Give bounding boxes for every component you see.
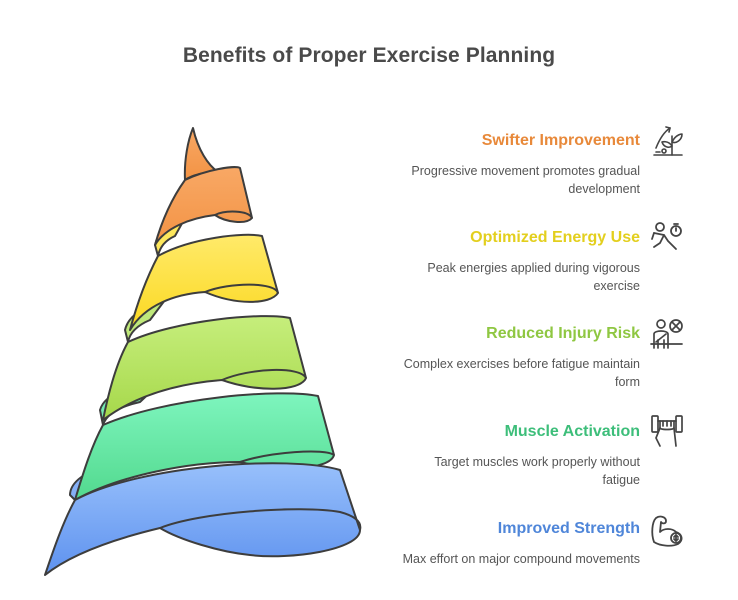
hand-dumbbell-icon: [648, 412, 686, 450]
level-swifter-improvement: Swifter Improvement Progressive movement…: [340, 131, 640, 198]
growth-plant-arrow-icon: [648, 122, 686, 160]
level-title: Optimized Energy Use: [470, 229, 640, 246]
level-optimized-energy-use: Optimized Energy Use Peak energies appli…: [340, 228, 640, 295]
level-title: Improved Strength: [497, 520, 640, 537]
level-description: Max effort on major compound movements: [402, 552, 640, 566]
level-title: Reduced Injury Risk: [486, 325, 640, 342]
runner-stopwatch-icon: [648, 219, 686, 257]
band-yellow: [129, 233, 279, 331]
band-blue: [44, 462, 361, 576]
flexed-arm-icon: [648, 512, 686, 550]
level-muscle-activation: Muscle Activation Target muscles work pr…: [340, 422, 640, 489]
level-description: Target muscles work properly without fat…: [434, 455, 640, 487]
level-title: Muscle Activation: [504, 423, 640, 440]
level-description: Complex exercises before fatigue maintai…: [403, 357, 640, 389]
level-title: Swifter Improvement: [481, 132, 640, 149]
band-lime-back: [124, 299, 166, 343]
page-title: Benefits of Proper Exercise Planning: [182, 44, 556, 67]
level-description: Progressive movement promotes gradual de…: [411, 164, 640, 196]
person-injury-cross-icon: [648, 316, 686, 354]
level-description: Peak energies applied during vigorous ex…: [427, 261, 640, 293]
level-improved-strength: Improved Strength Max effort on major co…: [340, 519, 640, 568]
level-reduced-injury-risk: Reduced Injury Risk Complex exercises be…: [340, 324, 640, 391]
band-orange: [154, 166, 253, 246]
spiral-pyramid: [44, 127, 362, 576]
